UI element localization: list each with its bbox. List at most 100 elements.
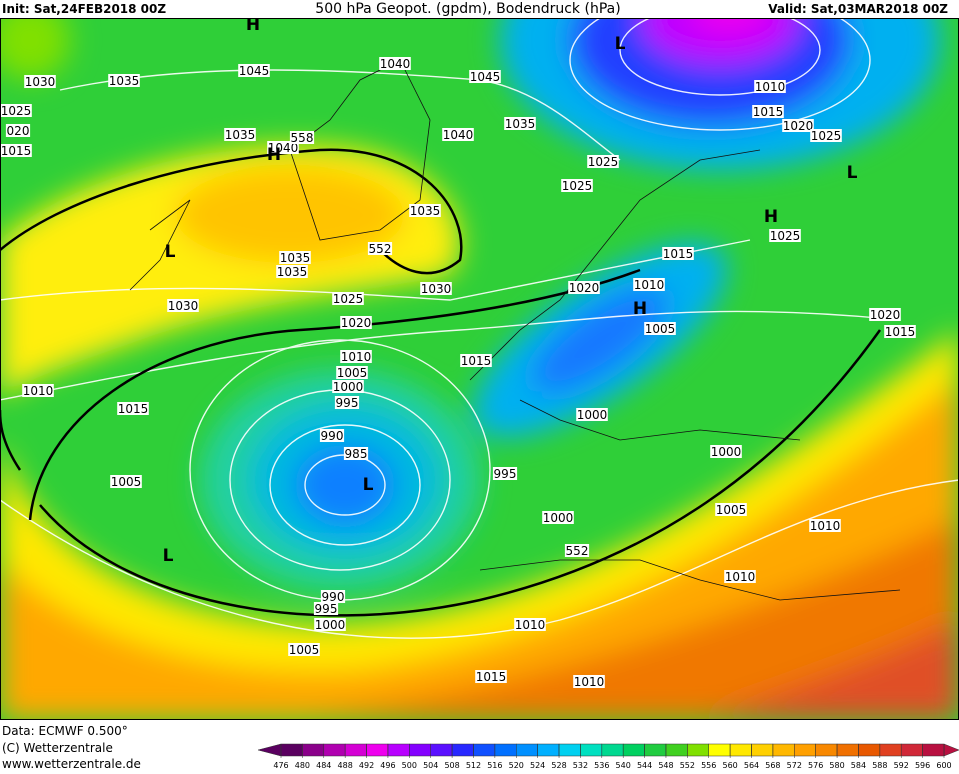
label-box [0, 104, 32, 117]
isobar-label: 1000 [333, 380, 364, 394]
colorbar-swatch [366, 743, 389, 757]
colorbar-swatch [708, 743, 731, 757]
isobar-label: 1015 [118, 402, 149, 416]
label-box [313, 602, 339, 615]
label-box [715, 503, 747, 516]
label-box [336, 366, 368, 379]
colorbar-swatch [494, 743, 517, 757]
isobar-label: 1010 [515, 618, 546, 632]
colorbar-tick-label: 544 [637, 761, 652, 770]
label-box [782, 119, 814, 132]
colorbar-tick-label: 520 [509, 761, 524, 770]
colorbar-swatch [280, 743, 303, 757]
colorbar-tick-label: 524 [530, 761, 545, 770]
colorbar-tick-label: 528 [551, 761, 566, 770]
label-box [644, 322, 676, 335]
label-box [573, 675, 605, 688]
colorbar-swatch [344, 743, 367, 757]
label-box [224, 128, 256, 141]
label-box [167, 299, 199, 312]
isobar-label: 1000 [577, 408, 608, 422]
isobar-label: 1025 [811, 129, 842, 143]
label-box [564, 544, 590, 557]
label-box [662, 247, 694, 260]
label-box [504, 117, 536, 130]
isobar-label: 1005 [716, 503, 747, 517]
isobar-label: 1015 [476, 670, 507, 684]
colorbar-tick-label: 492 [359, 761, 374, 770]
isobar-label: 1010 [634, 278, 665, 292]
colorbar-tick-label: 496 [380, 761, 395, 770]
colorbar-swatch [922, 743, 945, 757]
colorbar-tick-label: 512 [466, 761, 481, 770]
label-box [492, 467, 518, 480]
isobar-label: 995 [494, 467, 517, 481]
isobar-label: 1010 [810, 519, 841, 533]
colorbar-swatch [687, 743, 709, 757]
colorbar-swatch [644, 743, 667, 757]
colorbar-tick-label: 588 [872, 761, 887, 770]
label-box [22, 384, 54, 397]
colorbar-tick-label: 500 [402, 761, 417, 770]
isobar-label: 1015 [1, 144, 32, 158]
colorbar: 476 480 484 488 492 496 500 504 508 512 516 520 524 5… [257, 743, 959, 770]
colorbar-swatch [409, 743, 431, 757]
label-box [340, 316, 372, 329]
pressure-center: L [163, 546, 174, 566]
label-box [334, 396, 360, 409]
label-box [724, 570, 756, 583]
colorbar-tick-label: 480 [295, 761, 310, 770]
isobar-label: 1005 [289, 643, 320, 657]
isobar-label: 558 [291, 131, 314, 145]
colorbar-tick-label: 580 [829, 761, 844, 770]
pressure-center: L [165, 242, 176, 262]
isobar-label: 1005 [645, 322, 676, 336]
isobar-label: 1040 [380, 57, 411, 71]
isobar-label: 1025 [770, 229, 801, 243]
isobar-label: 1000 [711, 445, 742, 459]
isobar-label: 1010 [755, 80, 786, 94]
data-source: Data: ECMWF 0.500° [2, 724, 128, 738]
colorbar-swatch [665, 743, 688, 757]
pressure-center: H [267, 145, 281, 165]
isobar-label: 1015 [663, 247, 694, 261]
isobar-label: 1025 [1, 104, 32, 118]
colorbar-tick-label: 484 [316, 761, 331, 770]
label-box [460, 354, 492, 367]
isobar-label: 552 [369, 242, 392, 256]
label-box [754, 80, 786, 93]
isobar-label: 1020 [341, 316, 372, 330]
isobar-label: 995 [336, 396, 359, 410]
label-box [238, 64, 270, 77]
pressure-center: H [764, 207, 778, 227]
isobar-label: 1010 [23, 384, 54, 398]
isobar-label: 1010 [574, 675, 605, 689]
label-box [279, 251, 311, 264]
colorbar-swatch [858, 743, 881, 757]
isobar-label: 995 [315, 602, 338, 616]
colorbar-swatch [473, 743, 496, 757]
colorbar-swatch [537, 743, 560, 757]
isobar-label: 1030 [25, 75, 56, 89]
isobar-label: 1035 [277, 265, 308, 279]
isobar-label: 1015 [753, 105, 784, 119]
colorbar-swatch [516, 743, 538, 757]
isobar-label: 1000 [543, 511, 574, 525]
copyright: (C) Wetterzentrale [2, 741, 113, 755]
colorbar-swatch [430, 743, 453, 757]
isobar-label: 1005 [111, 475, 142, 489]
pressure-center: L [615, 34, 626, 54]
colorbar-swatch [558, 743, 581, 757]
isobar-label: 1020 [783, 119, 814, 133]
colorbar-swatch [387, 743, 410, 757]
isobar-label: 1010 [725, 570, 756, 584]
colorbar-tick-label: 576 [808, 761, 823, 770]
label-box [475, 670, 507, 683]
colorbar-tick-label: 476 [273, 761, 288, 770]
isobar-label: 1025 [562, 179, 593, 193]
label-box [809, 519, 841, 532]
label-box [24, 75, 56, 88]
label-box [289, 131, 315, 144]
